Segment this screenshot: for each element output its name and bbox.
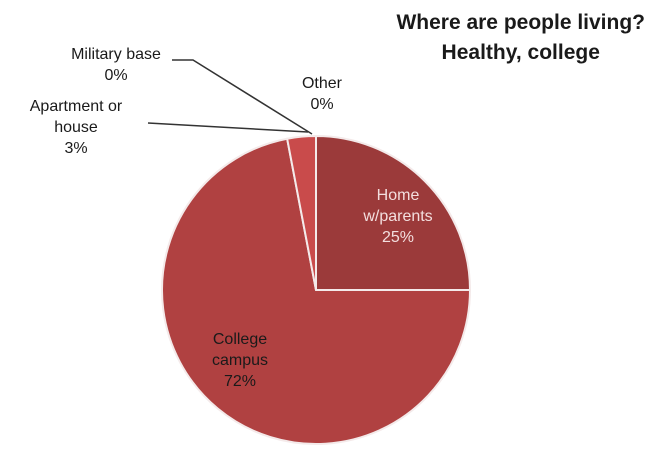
slice-value-label-2: 3% [64, 140, 87, 157]
leader-line-3 [172, 59, 313, 135]
pie-slice-0 [315, 134, 472, 291]
slice-label-0: Home w/parents 25% [362, 187, 432, 246]
leader-line-2 [147, 122, 309, 133]
slice-label-4: Other 0% [302, 75, 343, 113]
slice-name-label-1: College [213, 331, 267, 348]
slice-name-label-4: Other [302, 75, 343, 92]
slice-value-label-3: 0% [104, 67, 127, 84]
slice-name-label-0: Home [377, 187, 420, 204]
slice-name-label-2: Apartment or [30, 98, 123, 115]
slice-name-label-1: campus [212, 352, 268, 369]
slice-label-2: Apartment or house 3% [30, 98, 123, 157]
chart-title: Where are people living? Healthy, colleg… [396, 8, 645, 68]
chart-title-line-2: Healthy, college [441, 41, 600, 64]
slice-value-label-0: 25% [382, 229, 414, 246]
pie-slice-2 [285, 134, 317, 291]
slice-name-label-0: w/parents [362, 208, 432, 225]
slice-value-label-1: 72% [224, 373, 256, 390]
pie-slice-1 [161, 137, 472, 445]
slice-name-label-2: house [54, 119, 98, 136]
slice-name-label-3: Military base [71, 46, 161, 63]
chart-title-line-1: Where are people living? [396, 11, 645, 34]
slice-label-3: Military base 0% [71, 46, 161, 84]
slice-value-label-4: 0% [310, 96, 333, 113]
slice-label-1: College campus 72% [212, 331, 268, 390]
